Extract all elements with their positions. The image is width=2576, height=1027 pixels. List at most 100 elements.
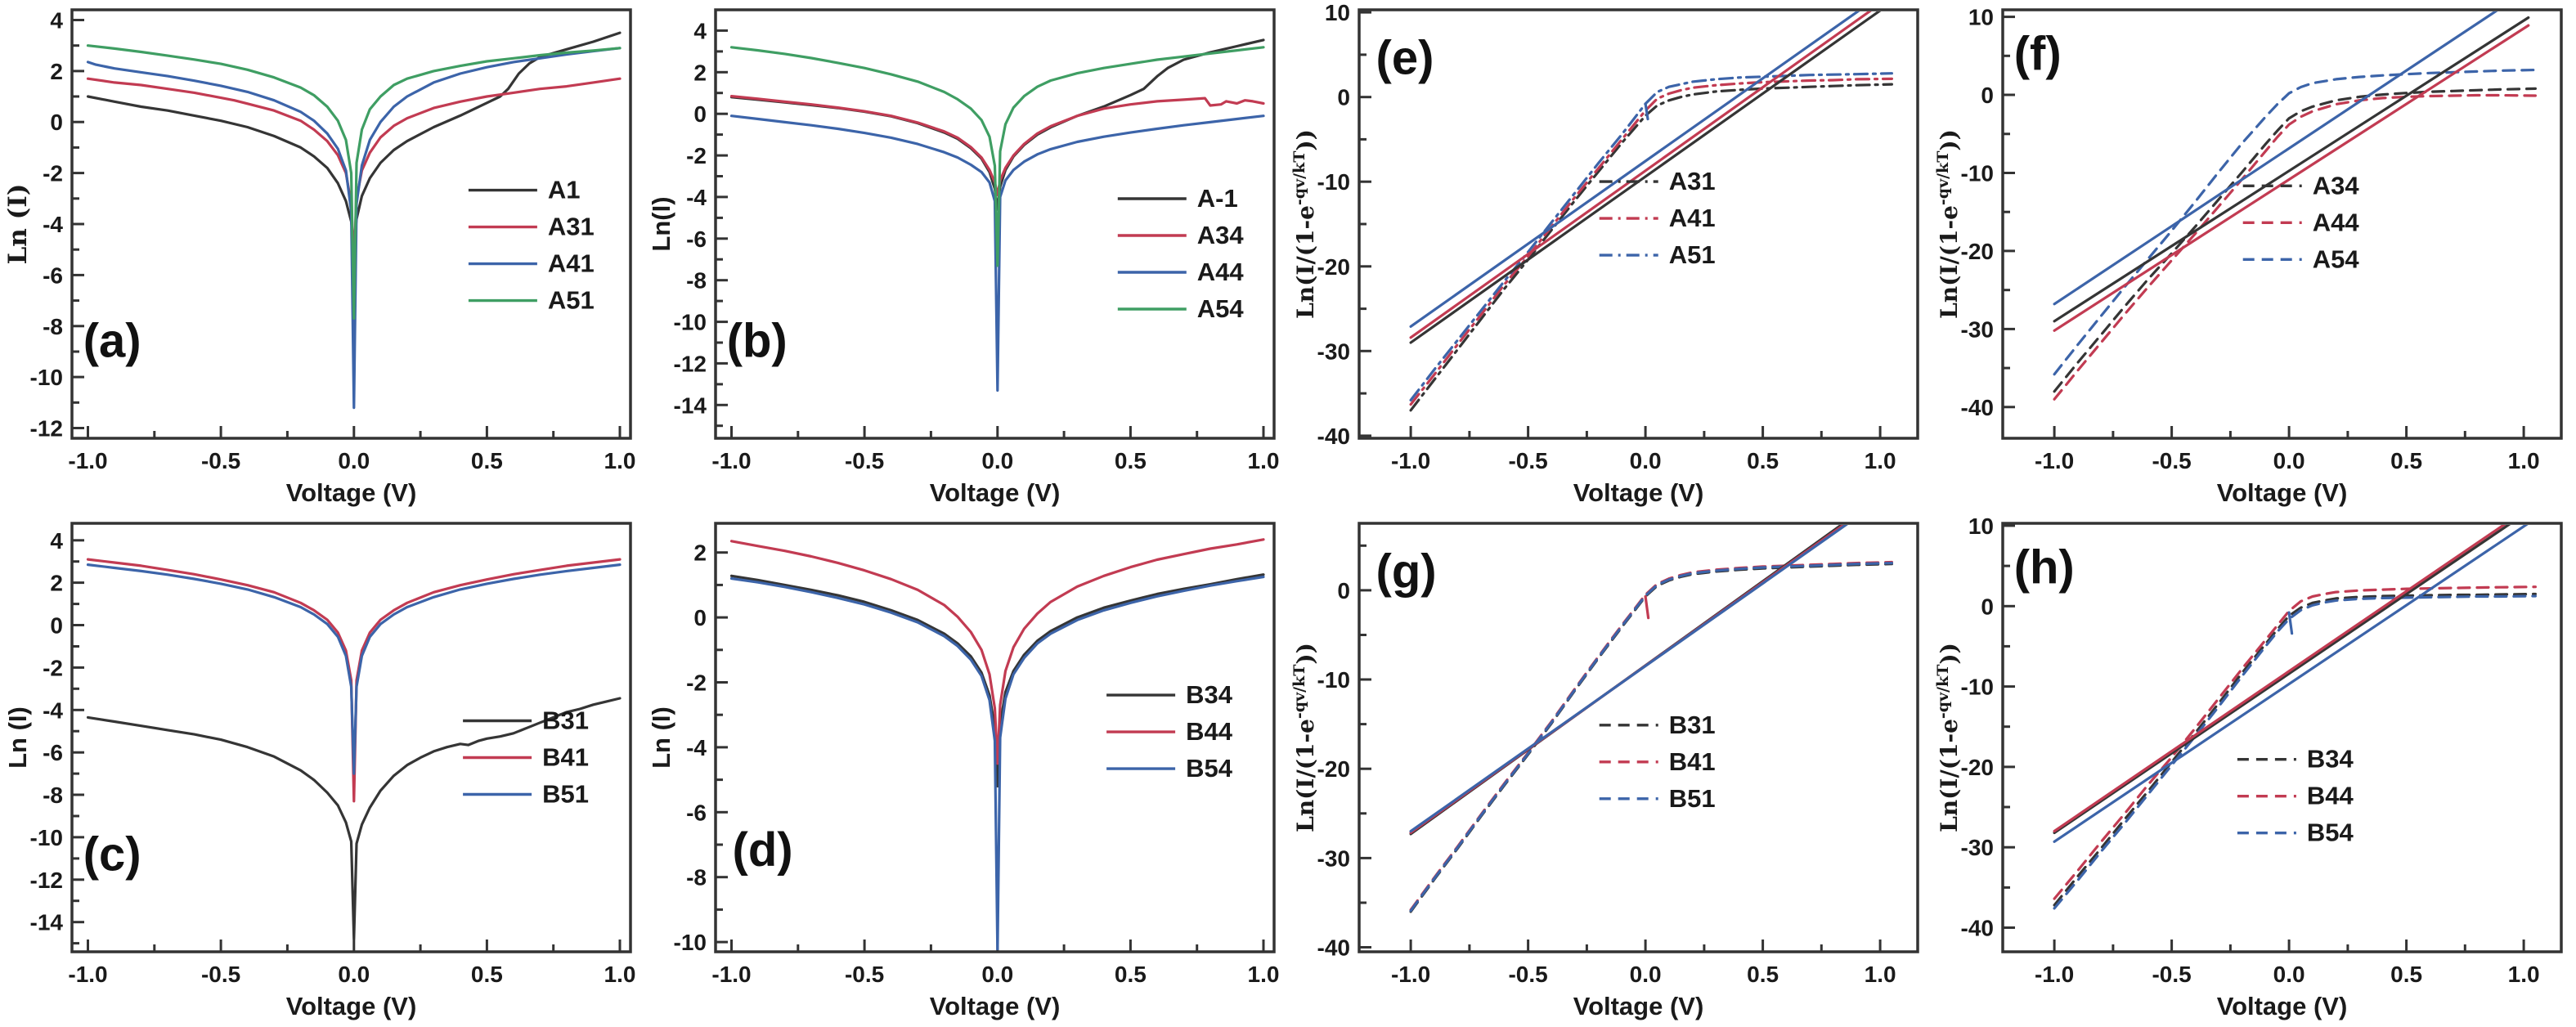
svg-text:0: 0 — [1981, 594, 1994, 619]
series-A51-fit — [1409, 11, 1860, 328]
legend-item-A34: A34 — [2242, 171, 2360, 200]
panel-bg — [1287, 514, 1931, 1027]
panel-e: -1.0 -0.5 0.0 0.5 1.0 10 0 -10 -20 -30 -40 Voltage … — [1287, 0, 1931, 514]
series-A34 — [729, 95, 1265, 196]
svg-text:10: 10 — [1325, 0, 1350, 25]
legend-label: B31 — [1669, 711, 1716, 739]
legend-item-B54: B54 — [1106, 754, 1233, 783]
svg-text:2: 2 — [693, 540, 707, 566]
series-A51 — [1409, 72, 1893, 401]
svg-text:0: 0 — [1337, 85, 1350, 110]
x-axis-label: Voltage (V) — [930, 992, 1061, 1020]
panel-d-chart: -1.0 -0.5 0.0 0.5 1.0 2 0 -2 -4 -6 -8 -10 Voltage (V… — [644, 514, 1287, 1027]
panel-bg — [0, 0, 644, 514]
svg-text:-12: -12 — [674, 351, 707, 376]
series-group — [729, 538, 1265, 950]
svg-text:-12: -12 — [30, 868, 63, 893]
legend-item-A51: A51 — [1599, 240, 1716, 269]
series-A54 — [729, 46, 1265, 267]
legend-label: A54 — [1197, 294, 1245, 323]
svg-text:0: 0 — [50, 613, 63, 639]
legend-label: A34 — [2313, 171, 2360, 200]
svg-text:-6: -6 — [43, 262, 63, 288]
y-tick-labels: 10 0 -10 -20 -30 -40 — [1317, 0, 1350, 449]
legend-label: A51 — [548, 286, 595, 315]
svg-text:-2: -2 — [43, 655, 63, 680]
legend-item-A54: A54 — [1117, 294, 1245, 323]
panel-d: -1.0 -0.5 0.0 0.5 1.0 2 0 -2 -4 -6 -8 -10 Voltage (V… — [644, 514, 1287, 1027]
axis-frame — [714, 522, 1276, 953]
panel-label-f: (f) — [2014, 27, 2062, 80]
series-B44 — [729, 538, 1265, 765]
series-B54 — [729, 575, 1265, 950]
legend-item-B41: B41 — [1599, 747, 1716, 776]
legend-label: B54 — [1186, 754, 1233, 783]
svg-text:-40: -40 — [1961, 916, 1994, 941]
panel-g-chart: -1.0 -0.5 0.0 0.5 1.0 0 -10 -20 -30 -40 Voltage (V… — [1287, 514, 1931, 1027]
svg-text:-4: -4 — [686, 735, 707, 760]
svg-text:2: 2 — [50, 571, 63, 596]
legend-item-A54: A54 — [2242, 244, 2359, 273]
legend-label: A41 — [548, 249, 595, 278]
series-B34-fit — [2053, 525, 2511, 835]
legend-label: A41 — [1669, 204, 1716, 232]
panel-bg — [644, 0, 1287, 514]
series-A34 — [2053, 87, 2537, 393]
svg-text:-40: -40 — [1317, 424, 1350, 449]
series-group — [86, 558, 622, 940]
series-A41 — [1409, 77, 1893, 406]
svg-text:-8: -8 — [43, 783, 63, 808]
panel-g: -1.0 -0.5 0.0 0.5 1.0 0 -10 -20 -30 -40 Voltage (V… — [1287, 514, 1931, 1027]
legend-item-B34: B34 — [2237, 745, 2354, 774]
svg-text:-30: -30 — [1317, 845, 1350, 871]
svg-text:2: 2 — [693, 60, 707, 85]
x-axis-label: Voltage (V) — [286, 992, 417, 1020]
svg-text:0.5: 0.5 — [471, 448, 503, 473]
panel-label-c: (c) — [83, 827, 141, 881]
svg-text:0.5: 0.5 — [1747, 962, 1779, 987]
svg-text:0.5: 0.5 — [2390, 962, 2422, 987]
legend-label: B51 — [1669, 784, 1716, 813]
y-axis-label: Ln (I) — [647, 706, 675, 769]
panel-label-h: (h) — [2014, 540, 2075, 594]
svg-text:-10: -10 — [30, 825, 63, 850]
axis-frame — [1358, 8, 1919, 440]
x-axis-label: Voltage (V) — [286, 478, 417, 507]
y-tick-labels: 4 2 0 -2 -4 -6 -8 -10 -12 — [30, 8, 64, 442]
series-A1 — [86, 31, 622, 246]
panel-bg — [1931, 0, 2574, 514]
svg-text:-2: -2 — [43, 161, 63, 186]
series-B41-artifact — [1644, 594, 1650, 620]
panel-bg — [644, 514, 1287, 1027]
svg-text:-10: -10 — [30, 365, 63, 390]
svg-text:1.0: 1.0 — [1248, 448, 1280, 473]
svg-text:-4: -4 — [43, 697, 63, 723]
legend-item-B34: B34 — [1106, 680, 1233, 709]
series-group — [1409, 525, 1893, 913]
panel-label-d: (d) — [733, 823, 793, 877]
x-tick-labels: -1.0 -0.5 0.0 0.5 1.0 — [711, 962, 1279, 987]
panel-b: -1.0 -0.5 0.0 0.5 1.0 4 2 0 -2 -4 -6 -8 -10 -12 -14 Vol… — [644, 0, 1287, 514]
series-B51-fit — [1409, 525, 1848, 833]
svg-text:-4: -4 — [43, 212, 63, 237]
svg-text:0.0: 0.0 — [1630, 448, 1662, 473]
svg-text:-0.5: -0.5 — [1508, 962, 1547, 987]
series-B34 — [2053, 592, 2537, 907]
legend-item-B51: B51 — [1599, 784, 1716, 813]
series-B54-artifact — [2287, 611, 2294, 635]
x-tick-labels: -1.0 -0.5 0.0 0.5 1.0 — [68, 962, 635, 987]
svg-text:0.0: 0.0 — [981, 448, 1013, 473]
svg-text:0.5: 0.5 — [471, 962, 503, 987]
x-axis-label: Voltage (V) — [2217, 992, 2348, 1020]
series-group — [2053, 11, 2537, 401]
svg-text:1.0: 1.0 — [2508, 448, 2540, 473]
svg-text:-40: -40 — [1961, 395, 1994, 420]
legend-item-A44: A44 — [2242, 208, 2359, 236]
svg-text:1.0: 1.0 — [1248, 962, 1280, 987]
svg-text:0.5: 0.5 — [1115, 448, 1147, 473]
series-B51 — [86, 563, 622, 775]
svg-text:1.0: 1.0 — [2508, 962, 2540, 987]
svg-text:-1.0: -1.0 — [711, 962, 751, 987]
series-group — [86, 31, 622, 410]
y-tick-labels: 4 2 0 -2 -4 -6 -8 -10 -12 -14 — [30, 528, 64, 935]
